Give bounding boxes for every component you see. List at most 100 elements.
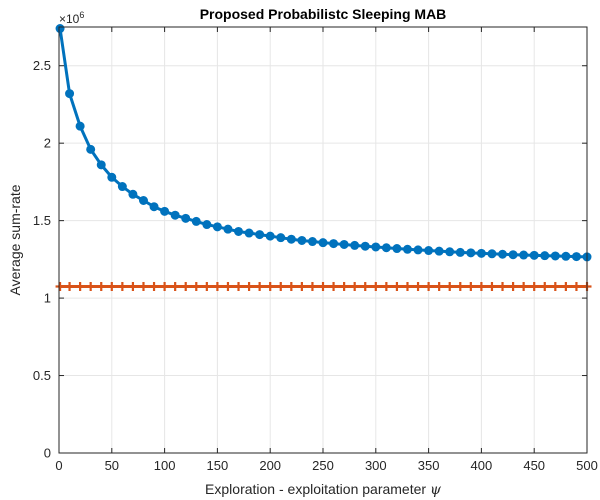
series-1-point bbox=[107, 172, 117, 182]
y-axis-label: Average sum-rate bbox=[7, 184, 23, 295]
series-1-point bbox=[381, 243, 391, 253]
x-tick-label: 250 bbox=[312, 458, 334, 473]
series-1-point bbox=[476, 248, 486, 258]
series-1-point bbox=[402, 244, 412, 254]
series-2-point bbox=[160, 281, 170, 291]
series-1-point bbox=[550, 251, 560, 261]
series-1-point bbox=[244, 228, 254, 238]
series-1-point bbox=[571, 252, 581, 262]
series-2-point bbox=[86, 281, 96, 291]
series-2-point bbox=[65, 281, 75, 291]
series-2-point bbox=[117, 281, 127, 291]
x-tick-label: 0 bbox=[55, 458, 62, 473]
x-tick-label: 500 bbox=[576, 458, 598, 473]
y-exponent-base: ×10 bbox=[59, 12, 80, 26]
series-1-point bbox=[455, 247, 465, 257]
series-1-point bbox=[75, 121, 85, 131]
series-2-point bbox=[75, 281, 85, 291]
axis-ticks: 0 50 100 150 200 250 300 350 400 450 500 0 0.5 1 1.5 2 2… bbox=[33, 27, 598, 473]
series-2-point bbox=[128, 281, 138, 291]
series-1-point bbox=[529, 250, 539, 260]
series-2-point bbox=[297, 281, 307, 291]
series-1-point bbox=[466, 248, 476, 258]
y-tick-label: 2 bbox=[44, 136, 51, 151]
x-tick-label: 450 bbox=[523, 458, 545, 473]
series-1-point bbox=[339, 239, 349, 249]
y-tick-label: 1.5 bbox=[33, 213, 51, 228]
series-2-point bbox=[529, 281, 539, 291]
series-2-point bbox=[286, 281, 296, 291]
series-1-point bbox=[371, 242, 381, 252]
series-2-point bbox=[234, 281, 244, 291]
series-2-point bbox=[255, 281, 265, 291]
series-2-point bbox=[329, 281, 339, 291]
series-1-point bbox=[413, 245, 423, 255]
series-1-point bbox=[191, 216, 201, 226]
series-2-point bbox=[339, 281, 349, 291]
series-1-point bbox=[234, 226, 244, 236]
series-1-point bbox=[307, 237, 317, 247]
series-1-point bbox=[181, 213, 191, 223]
series-1-point bbox=[86, 144, 96, 154]
series-1-point bbox=[297, 235, 307, 245]
series-2-point bbox=[307, 281, 317, 291]
series-2-point bbox=[476, 281, 486, 291]
series-2-point bbox=[350, 281, 360, 291]
series-2-point bbox=[360, 281, 370, 291]
series-2-point bbox=[519, 281, 529, 291]
x-tick-label: 200 bbox=[259, 458, 281, 473]
x-tick-label: 100 bbox=[154, 458, 176, 473]
x-tick-label: 50 bbox=[105, 458, 119, 473]
series-2-point bbox=[455, 281, 465, 291]
series-2-point bbox=[170, 281, 180, 291]
y-exponent-label: ×106 bbox=[59, 10, 84, 26]
series-2-point bbox=[550, 281, 560, 291]
series-1-point bbox=[212, 222, 222, 232]
series-1-point bbox=[392, 244, 402, 254]
series-1-point bbox=[255, 230, 265, 240]
series-1-point bbox=[498, 249, 508, 259]
series-1-point bbox=[508, 250, 518, 260]
series-2-point bbox=[371, 281, 381, 291]
series-2-point bbox=[561, 281, 571, 291]
series-2-point bbox=[276, 281, 286, 291]
series-2-point bbox=[413, 281, 423, 291]
series-1-point bbox=[360, 241, 370, 251]
y-tick-label: 2.5 bbox=[33, 58, 51, 73]
series-1-point bbox=[276, 233, 286, 243]
x-axis-label-text: Exploration - exploitation parameter bbox=[205, 481, 426, 497]
series-1-point bbox=[160, 206, 170, 216]
x-axis-symbol: ψ bbox=[430, 482, 442, 498]
series-1 bbox=[55, 24, 592, 262]
series-2-point bbox=[571, 281, 581, 291]
series-2-point bbox=[202, 281, 212, 291]
series-2-point bbox=[318, 281, 328, 291]
x-axis-label: Exploration - exploitation parameter ψ bbox=[205, 481, 442, 498]
series-1-point bbox=[286, 234, 296, 244]
series-2-point bbox=[149, 281, 159, 291]
series-2-point bbox=[402, 281, 412, 291]
series-1-point bbox=[65, 89, 75, 99]
series-1-point bbox=[434, 246, 444, 256]
series-1-point bbox=[128, 189, 138, 199]
series-2-point bbox=[466, 281, 476, 291]
y-exponent-power: 6 bbox=[79, 10, 84, 20]
series-2-point bbox=[265, 281, 275, 291]
series-2-point bbox=[487, 281, 497, 291]
series-2-point bbox=[392, 281, 402, 291]
series-2-point bbox=[244, 281, 254, 291]
series-1-point bbox=[445, 247, 455, 257]
series-2-point bbox=[223, 281, 233, 291]
series-2-point bbox=[424, 281, 434, 291]
series-2-point bbox=[96, 281, 106, 291]
series-1-point bbox=[540, 251, 550, 261]
series-1-point bbox=[149, 202, 159, 212]
series-1-point bbox=[223, 224, 233, 234]
series-1-point bbox=[329, 239, 339, 249]
series-2-point bbox=[107, 281, 117, 291]
series-1-point bbox=[519, 250, 529, 260]
series-1-point bbox=[265, 231, 275, 241]
series-2-point bbox=[434, 281, 444, 291]
series-1-point bbox=[202, 220, 212, 230]
series-2-point bbox=[445, 281, 455, 291]
